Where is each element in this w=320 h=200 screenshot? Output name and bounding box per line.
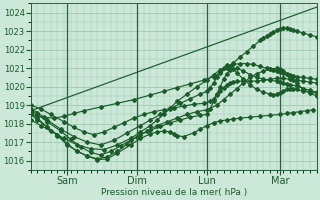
X-axis label: Pression niveau de la mer( hPa ): Pression niveau de la mer( hPa )	[100, 188, 247, 197]
